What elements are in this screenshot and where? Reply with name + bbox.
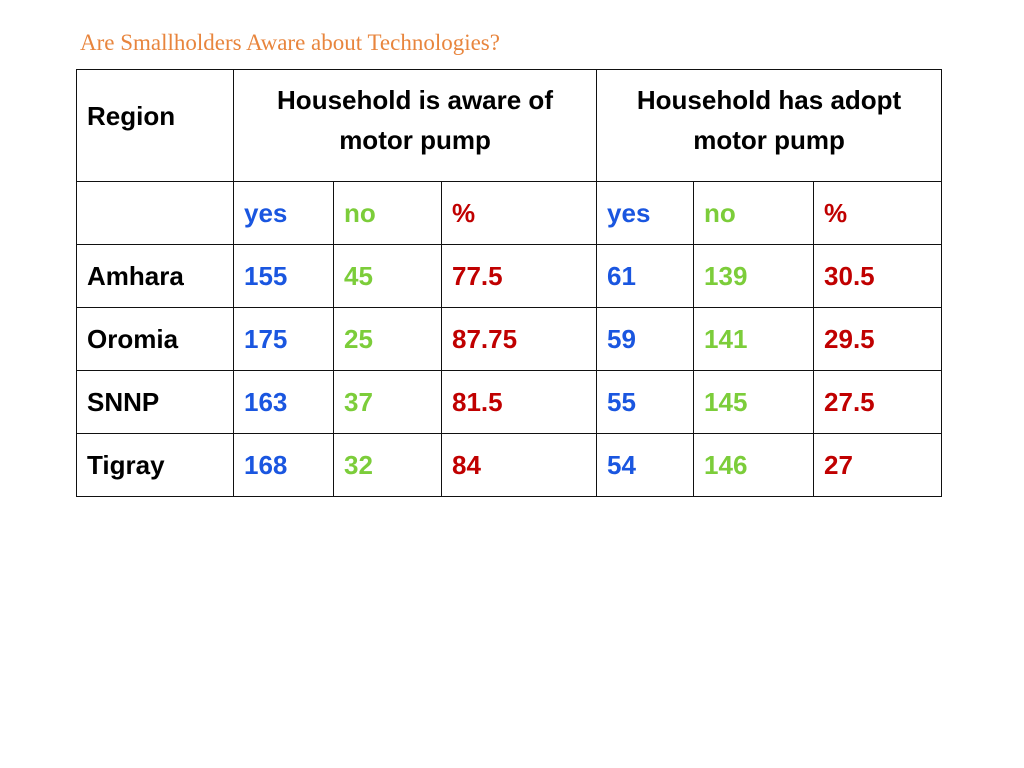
adopt-group-header: Household has adopt motor pump (596, 69, 943, 182)
subheader-row: yes no % yes no % (76, 181, 943, 245)
adopt-no-cell: 139 (693, 244, 815, 308)
subheader-percent: % (813, 181, 943, 245)
subheader-no: no (333, 181, 442, 245)
adopt-yes-cell: 59 (596, 307, 695, 371)
aware-no-cell: 25 (333, 307, 442, 371)
region-cell: Tigray (76, 433, 234, 497)
aware-no-cell: 37 (333, 370, 442, 434)
table-row: Tigray 168 32 84 54 146 27 (76, 433, 943, 497)
aware-percent-cell: 87.75 (440, 307, 598, 371)
table-row: SNNP 163 37 81.5 55 145 27.5 (76, 370, 943, 434)
aware-no-cell: 45 (333, 244, 442, 308)
subheader-yes: yes (233, 181, 334, 245)
aware-yes-cell: 175 (233, 307, 334, 371)
aware-percent-cell: 77.5 (440, 244, 598, 308)
adopt-percent-cell: 29.5 (813, 307, 943, 371)
table-row: Amhara 155 45 77.5 61 139 30.5 (76, 244, 943, 308)
subheader-percent: % (440, 181, 598, 245)
adopt-percent-cell: 30.5 (813, 244, 943, 308)
adopt-no-cell: 141 (693, 307, 815, 371)
region-header: Region (76, 69, 234, 182)
table-row: Oromia 175 25 87.75 59 141 29.5 (76, 307, 943, 371)
adopt-no-cell: 146 (693, 433, 815, 497)
slide-title: Are Smallholders Aware about Technologie… (80, 30, 500, 55)
region-cell: Oromia (76, 307, 234, 371)
region-cell: Amhara (76, 244, 234, 308)
adopt-yes-cell: 61 (596, 244, 695, 308)
header-row: Region Household is aware of motor pump … (76, 69, 943, 182)
adopt-no-cell: 145 (693, 370, 815, 434)
adopt-percent-cell: 27 (813, 433, 943, 497)
aware-yes-cell: 163 (233, 370, 334, 434)
subheader-no: no (693, 181, 815, 245)
aware-yes-cell: 155 (233, 244, 334, 308)
adopt-percent-cell: 27.5 (813, 370, 943, 434)
adopt-yes-cell: 54 (596, 433, 695, 497)
subheader-yes: yes (596, 181, 695, 245)
region-cell: SNNP (76, 370, 234, 434)
aware-yes-cell: 168 (233, 433, 334, 497)
aware-no-cell: 32 (333, 433, 442, 497)
adopt-yes-cell: 55 (596, 370, 695, 434)
aware-group-header: Household is aware of motor pump (232, 69, 598, 182)
awareness-table: Region Household is aware of motor pump … (76, 69, 943, 497)
empty-cell (76, 181, 234, 245)
aware-percent-cell: 84 (440, 433, 598, 497)
aware-percent-cell: 81.5 (440, 370, 598, 434)
